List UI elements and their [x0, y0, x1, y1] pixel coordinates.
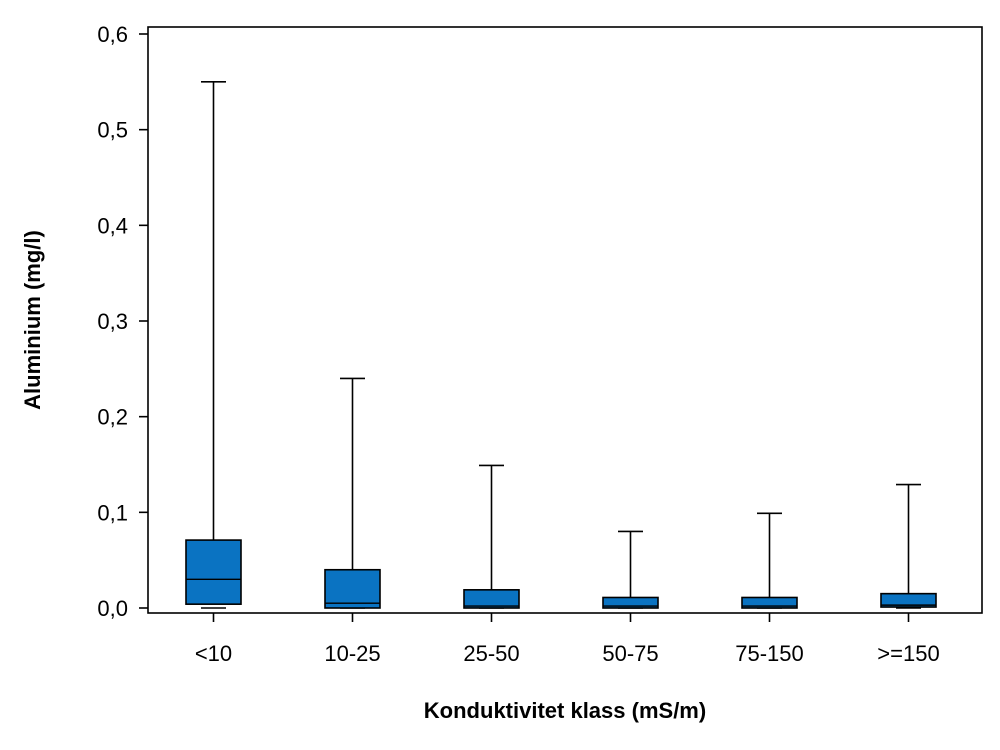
iqr-box: [880, 592, 937, 608]
box-5: [880, 483, 937, 609]
iqr-box: [324, 568, 381, 609]
x-tick-label: >=150: [877, 641, 939, 666]
y-tick-label: 0,2: [97, 405, 128, 430]
iqr-box: [463, 589, 520, 609]
plot-border: [147, 26, 983, 614]
plot-frame: [147, 26, 983, 614]
x-tick-label: 75-150: [735, 641, 804, 666]
box-4: [741, 512, 798, 609]
y-tick-label: 0,1: [97, 500, 128, 525]
y-tick-label: 0,4: [97, 213, 128, 238]
iqr-box: [602, 596, 659, 609]
box-1: [324, 377, 381, 609]
box-series: [185, 81, 937, 609]
x-tick-label: 25-50: [463, 641, 519, 666]
y-tick-label: 0,5: [97, 118, 128, 143]
y-tick-label: 0,0: [97, 596, 128, 621]
x-tick-label: 50-75: [602, 641, 658, 666]
box-2: [463, 464, 520, 609]
y-axis-title: Aluminium (mg/l): [20, 230, 45, 410]
box-0: [185, 81, 242, 609]
x-tick-label: <10: [195, 641, 232, 666]
y-axis: 0,0 0,1 0,2 0,3 0,4 0,5 0,6: [97, 22, 148, 621]
y-tick-label: 0,6: [97, 22, 128, 47]
x-axis-title: Konduktivitet klass (mS/m): [424, 698, 706, 723]
iqr-box: [185, 539, 242, 605]
box-3: [602, 530, 659, 609]
iqr-box: [741, 596, 798, 609]
y-tick-label: 0,3: [97, 309, 128, 334]
x-axis: <10 10-25 25-50 50-75 75-150 >=150: [195, 613, 940, 666]
x-tick-label: 10-25: [324, 641, 380, 666]
